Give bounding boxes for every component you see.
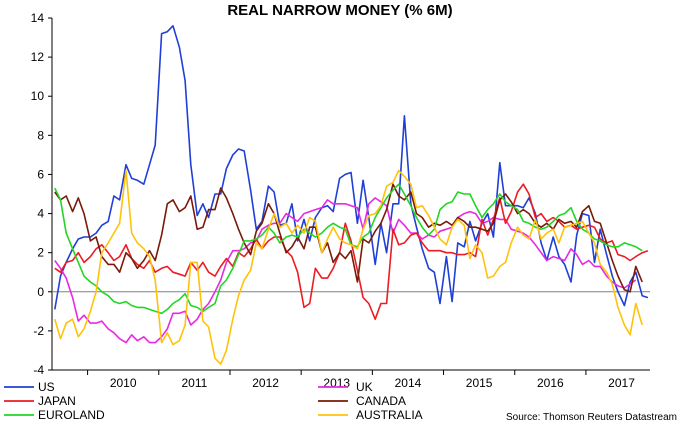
legend-label-australia: AUSTRALIA [356,408,423,422]
series-line-canada [54,183,643,293]
y-tick-label: 8 [37,128,44,142]
legend-label-euroland: EUROLAND [38,408,105,422]
chart-title: REAL NARROW MONEY (% 6M) [227,2,452,19]
x-tick-label: 2010 [110,376,137,390]
x-tick-label: 2014 [395,376,422,390]
y-axis: -4 -2 0 2 4 6 8 10 12 14 [31,11,52,377]
legend-label-canada: CANADA [356,394,406,408]
y-tick-label: 6 [37,167,44,181]
x-tick-label: 2012 [252,376,279,390]
x-tick-label: 2016 [537,376,564,390]
series-layer [54,25,649,365]
y-tick-label: 12 [31,50,45,64]
series-line-japan [54,183,649,320]
y-tick-label: 14 [31,11,45,25]
x-axis: 2010 2011 2012 2013 2014 2015 2016 2017 [87,370,635,390]
series-line-australia [54,169,643,365]
y-tick-label: -4 [33,363,44,377]
plot-area [51,18,650,371]
series-line-euroland [54,183,643,315]
series-line-us [54,25,649,310]
x-tick-label: 2011 [181,376,207,390]
source-note: Source: Thomson Reuters Datastream [506,412,677,423]
y-tick-label: -2 [33,324,44,338]
series-line-uk [54,197,637,344]
y-tick-label: 2 [37,246,44,260]
y-tick-label: 4 [37,207,44,221]
legend-label-us: US [38,380,55,394]
x-tick-label: 2017 [608,376,635,390]
y-tick-label: 10 [31,89,45,103]
y-tick-label: 0 [37,285,44,299]
x-tick-label: 2015 [466,376,493,390]
legend: US UK JAPAN CANADA EUROLAND AUSTRALIA [4,380,423,422]
legend-label-japan: JAPAN [38,394,76,408]
legend-label-uk: UK [356,380,373,394]
